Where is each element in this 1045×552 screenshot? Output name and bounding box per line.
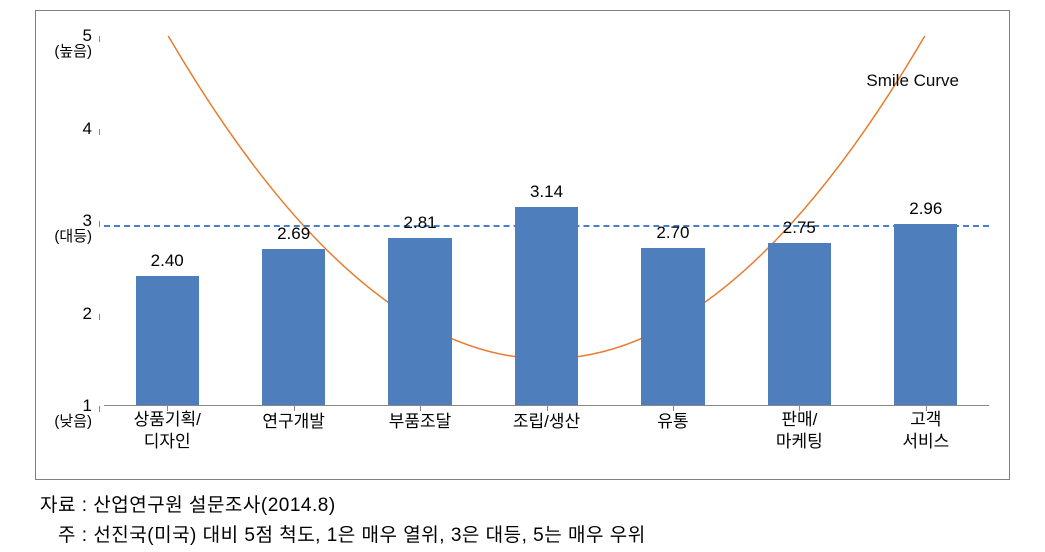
footnote-note: 주 : 선진국(미국) 대비 5점 척도, 1은 매우 열위, 3은 대등, 5… xyxy=(58,520,646,547)
bar-value-label: 2.40 xyxy=(151,251,184,271)
x-tick: 연구개발 xyxy=(230,411,356,433)
bar-value-label: 2.75 xyxy=(783,218,816,238)
y-tick: 5(높음) xyxy=(37,27,92,59)
bar-value-label: 2.69 xyxy=(277,224,310,244)
chart-frame: 5(높음) 4 3(대등) 2 1(낮음) 2.40 상품기획/디자인 2.69 연구개발 2.8… xyxy=(35,10,1010,480)
x-tick: 판매/마케팅 xyxy=(736,409,862,453)
x-tick: 상품기획/디자인 xyxy=(104,409,230,453)
bar xyxy=(388,238,451,405)
bar xyxy=(515,207,578,405)
bar xyxy=(262,249,325,405)
y-tick: 3(대등) xyxy=(37,212,92,244)
bar xyxy=(641,248,704,405)
plot-area: 5(높음)43(대등)21(낮음)2.40상품기획/디자인2.69연구개발2.8… xyxy=(104,36,989,406)
bar xyxy=(768,243,831,405)
y-tick: 2 xyxy=(37,305,92,322)
y-tick: 4 xyxy=(37,120,92,137)
y-tick: 1(낮음) xyxy=(37,397,92,429)
bar-value-label: 3.14 xyxy=(530,182,563,202)
footnote-source: 자료 : 산업연구원 설문조사(2014.8) xyxy=(40,490,336,517)
x-tick: 부품조달 xyxy=(357,411,483,433)
bar-value-label: 2.96 xyxy=(909,199,942,219)
bar-value-label: 2.70 xyxy=(656,223,689,243)
bar xyxy=(136,276,199,406)
x-tick: 조립/생산 xyxy=(483,411,609,433)
x-tick: 유통 xyxy=(610,411,736,433)
bar xyxy=(894,224,957,405)
x-tick: 고객서비스 xyxy=(863,409,989,453)
smile-curve-label: Smile Curve xyxy=(866,71,959,91)
bar-value-label: 2.81 xyxy=(404,213,437,233)
